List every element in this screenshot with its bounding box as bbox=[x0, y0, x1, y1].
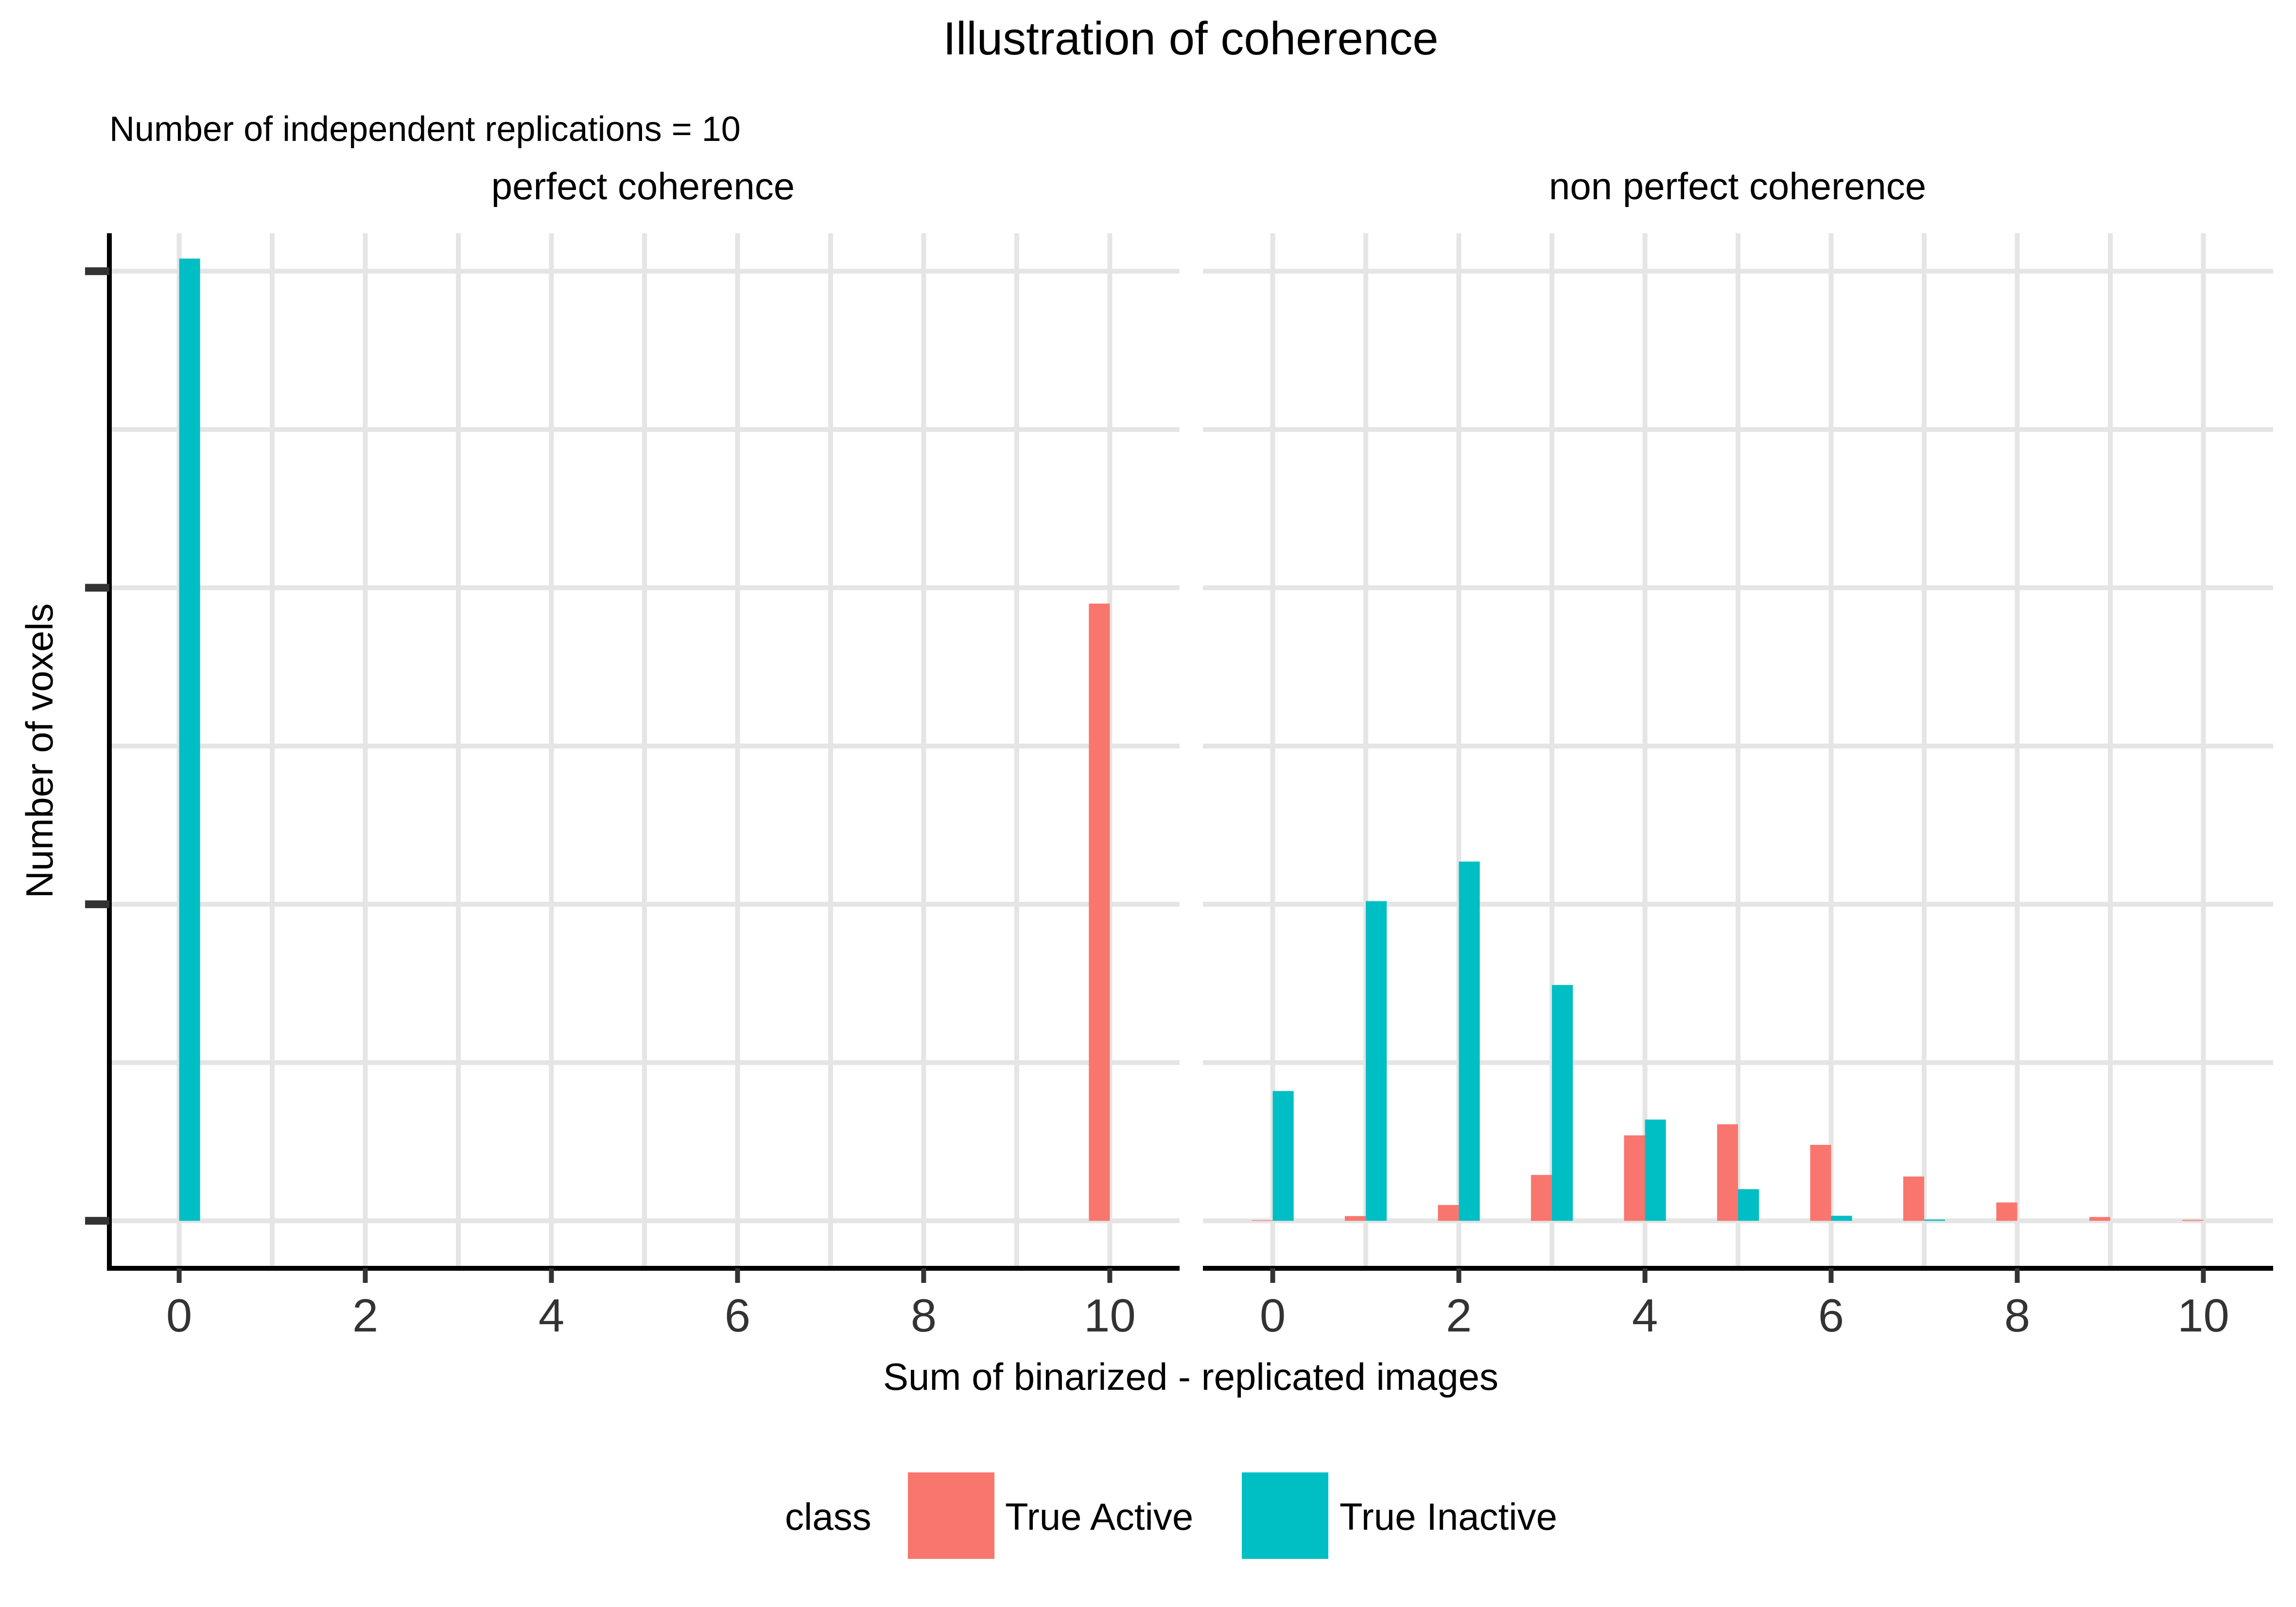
x-axis-title: Sum of binarized - replicated images bbox=[883, 1355, 1498, 1398]
axis-layer: 0 2 4 6 8 10 0 2 4 6 8 10 bbox=[85, 233, 2273, 1342]
grid-layer bbox=[109, 233, 2273, 1268]
chart-subtitle: Number of independent replications = 10 bbox=[109, 110, 741, 149]
bar-true-active bbox=[1089, 604, 1110, 1221]
panel-title-non-perfect-coherence: non perfect coherence bbox=[1549, 165, 1926, 207]
bar-true-inactive bbox=[1831, 1215, 1852, 1221]
x-tick-label: 8 bbox=[911, 1290, 937, 1342]
bar-true-active bbox=[2182, 1220, 2204, 1221]
x-tick-label: 6 bbox=[725, 1290, 750, 1342]
legend-label-true-inactive: True Inactive bbox=[1339, 1495, 1557, 1538]
legend-label-true-active: True Active bbox=[1005, 1495, 1193, 1538]
legend: class True Active True Inactive bbox=[785, 1472, 1557, 1559]
bar-true-active bbox=[1717, 1124, 1738, 1221]
bar-true-active bbox=[1531, 1175, 1552, 1221]
bar-true-inactive bbox=[179, 259, 200, 1221]
bar-true-active bbox=[1252, 1220, 1273, 1221]
bar-layer bbox=[179, 259, 2204, 1221]
bar-true-active bbox=[1903, 1176, 1924, 1221]
bar-true-active bbox=[1996, 1202, 2018, 1221]
x-tick-label: 4 bbox=[539, 1290, 564, 1342]
bar-true-inactive bbox=[1924, 1219, 1946, 1221]
bar-true-active bbox=[1345, 1216, 1366, 1221]
text-layer: Illustration of coherence Number of inde… bbox=[18, 13, 1926, 1398]
x-tick-label: 6 bbox=[1818, 1290, 1844, 1342]
y-axis-title: Number of voxels bbox=[18, 604, 61, 899]
x-tick-label: 10 bbox=[2177, 1290, 2229, 1342]
chart-title: Illustration of coherence bbox=[943, 13, 1438, 65]
bar-true-inactive bbox=[1738, 1189, 1759, 1221]
bar-true-active bbox=[1810, 1144, 1831, 1221]
legend-swatch-true-inactive bbox=[1242, 1472, 1328, 1559]
x-tick-label: 2 bbox=[352, 1290, 378, 1342]
legend-swatch-true-active bbox=[908, 1472, 994, 1559]
x-tick-label: 8 bbox=[2004, 1290, 2030, 1342]
bar-true-active bbox=[2089, 1217, 2110, 1221]
legend-title: class bbox=[785, 1495, 871, 1538]
bar-true-inactive bbox=[1459, 861, 1480, 1221]
bar-true-active bbox=[1438, 1205, 1459, 1221]
x-tick-label: 2 bbox=[1446, 1290, 1472, 1342]
x-tick-label: 0 bbox=[166, 1290, 192, 1342]
x-tick-label: 10 bbox=[1084, 1290, 1136, 1342]
bar-true-inactive bbox=[1645, 1119, 1666, 1221]
x-tick-label: 0 bbox=[1260, 1290, 1286, 1342]
x-tick-label: 4 bbox=[1632, 1290, 1658, 1342]
bar-true-inactive bbox=[1366, 901, 1387, 1221]
panel-title-perfect-coherence: perfect coherence bbox=[491, 165, 795, 207]
bar-true-inactive bbox=[1272, 1091, 1294, 1221]
bar-true-inactive bbox=[1552, 985, 1573, 1221]
bar-true-active bbox=[1624, 1135, 1645, 1221]
